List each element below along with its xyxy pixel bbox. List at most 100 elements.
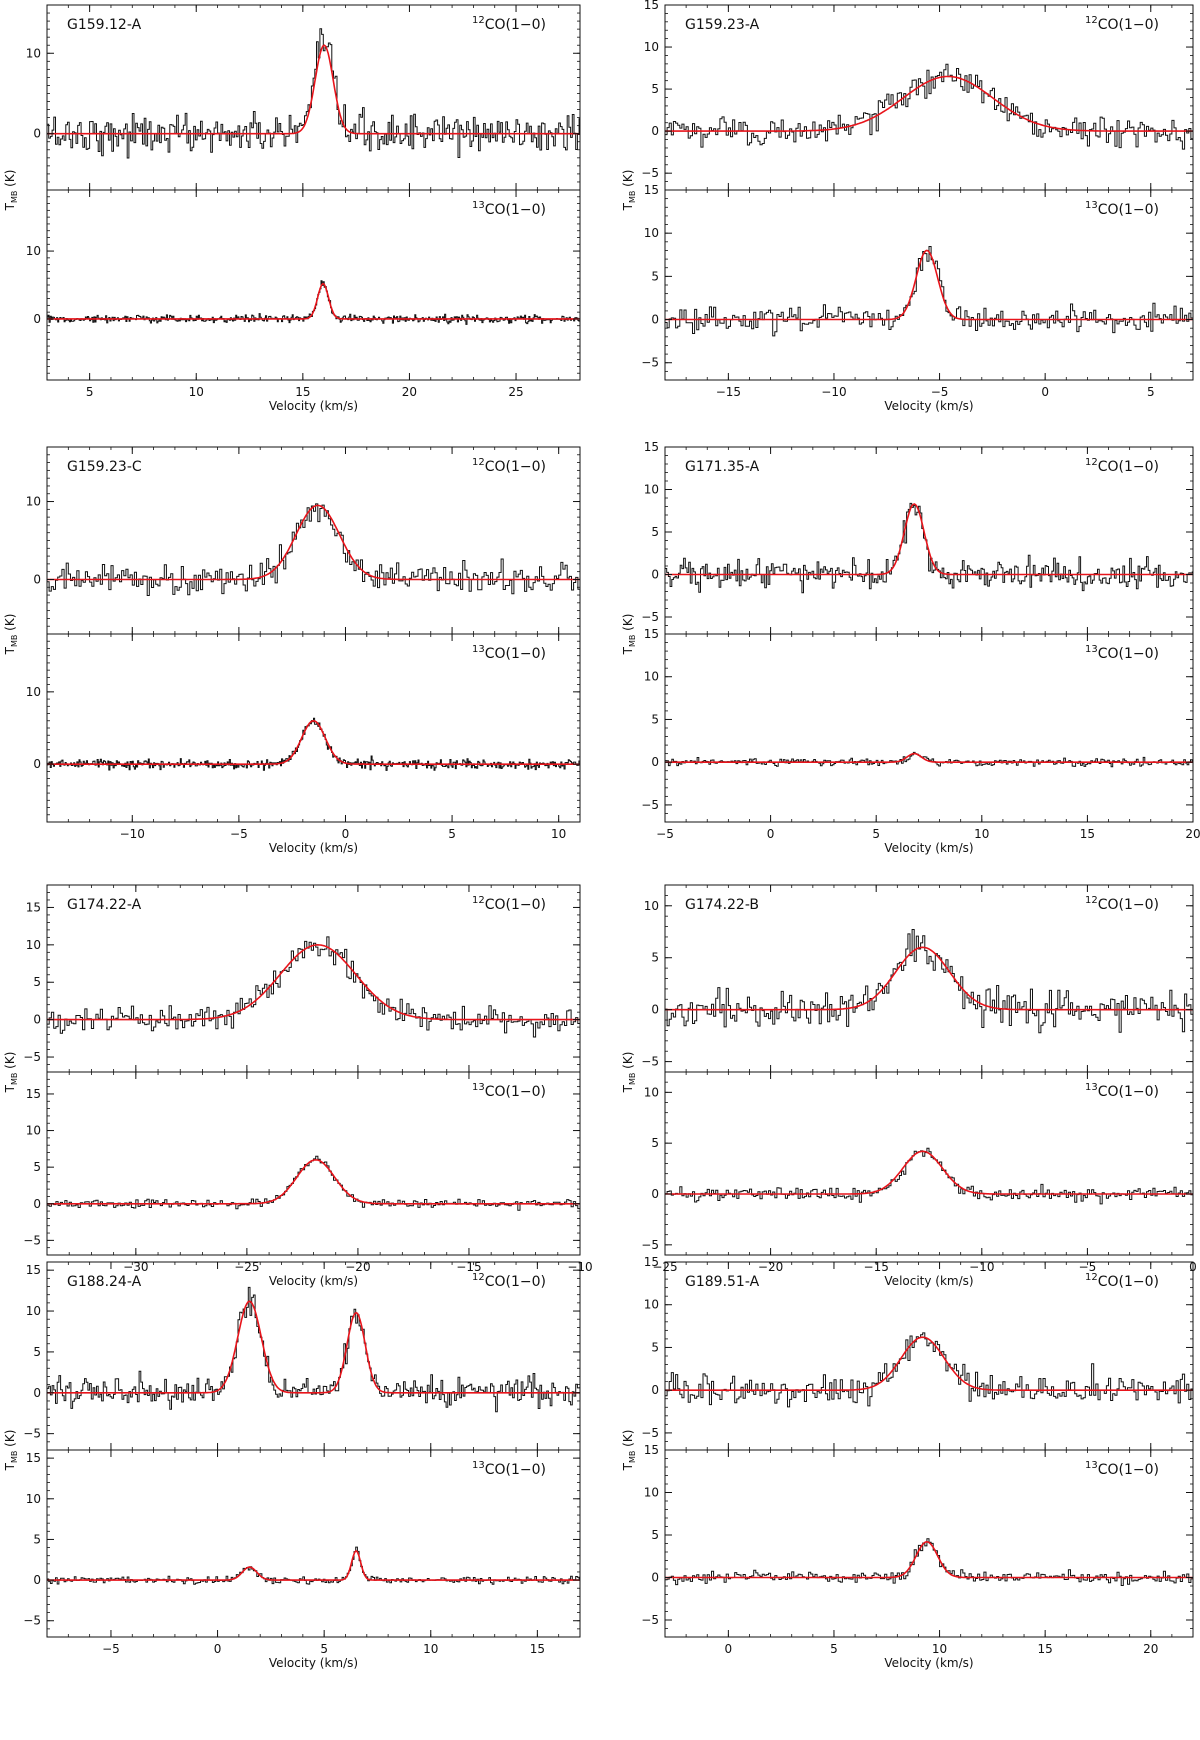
y-tick-label: −5 <box>641 798 659 812</box>
panel-frame <box>46 633 581 823</box>
12co-panel: −5 0 5 10 15 12CO(1−0) <box>23 884 581 1073</box>
observed-spectrum-line <box>665 751 1193 768</box>
line-label: 12CO(1−0) <box>472 457 546 475</box>
spectrum-chart-5: −5 0 5 10 15 12CO(1−0) −5 0 5 10 15 13CO(1−0) −30 −25… <box>3 884 593 1288</box>
x-tick-label: 5 <box>86 385 94 399</box>
x-axis-label: Velocity (km/s) <box>884 1274 973 1288</box>
x-tick-label: 5 <box>448 827 456 841</box>
observed-spectrum-line <box>47 1546 580 1585</box>
observed-spectrum-line <box>665 1147 1193 1205</box>
x-tick-label: 0 <box>214 1642 222 1656</box>
y-tick-label: −5 <box>641 610 659 624</box>
13co-panel: −5 0 5 10 15 13CO(1−0) <box>641 1443 1194 1638</box>
y-tick-label: 0 <box>33 1013 41 1027</box>
x-tick-label: 5 <box>872 827 880 841</box>
x-tick-label: −5 <box>230 827 248 841</box>
y-tick-label: −5 <box>641 166 659 180</box>
y-tick-label: 10 <box>644 1486 659 1500</box>
line-label: 13CO(1−0) <box>472 644 546 662</box>
x-tick-label: 20 <box>402 385 417 399</box>
y-tick-label: 0 <box>651 1571 659 1585</box>
y-tick-label: 10 <box>26 1304 41 1318</box>
line-label: 13CO(1−0) <box>1085 200 1159 218</box>
observed-spectrum-line <box>665 929 1193 1034</box>
x-tick-label: 0 <box>767 827 775 841</box>
panel-frame <box>46 884 581 1073</box>
13co-panel: −5 0 5 10 15 13CO(1−0) <box>641 183 1194 381</box>
x-tick-label: 5 <box>830 1642 838 1656</box>
y-tick-label: 5 <box>651 1340 659 1354</box>
x-tick-label: −30 <box>123 1260 148 1274</box>
y-tick-label: 0 <box>33 572 41 586</box>
x-tick-label: −25 <box>234 1260 259 1274</box>
x-tick-label: −10 <box>969 1260 994 1274</box>
line-label: 13CO(1−0) <box>1085 644 1159 662</box>
y-tick-label: 15 <box>644 0 659 12</box>
chart-title: G174.22-A <box>67 897 142 913</box>
13co-panel: 0 10 13CO(1−0) <box>26 633 581 823</box>
line-label: 12CO(1−0) <box>1085 457 1159 475</box>
y-tick-label: 0 <box>651 1003 659 1017</box>
gaussian-fit-line <box>47 1159 580 1205</box>
panel-frame <box>46 446 581 635</box>
x-tick-label: 10 <box>974 827 989 841</box>
gaussian-fit-line <box>665 946 1193 1011</box>
x-tick-label: 10 <box>189 385 204 399</box>
y-tick-label: 0 <box>651 1187 659 1201</box>
gaussian-fit-line <box>665 503 1193 576</box>
x-tick-label: 10 <box>423 1642 438 1656</box>
y-tick-label: 5 <box>651 1136 659 1150</box>
y-tick-label: 5 <box>33 1345 41 1359</box>
y-tick-label: −5 <box>23 1050 41 1064</box>
y-tick-label: 0 <box>33 312 41 326</box>
line-label: 13CO(1−0) <box>1085 1460 1159 1478</box>
x-axis-label: Velocity (km/s) <box>884 1656 973 1670</box>
y-axis-label: TMB (K) <box>3 614 19 656</box>
y-tick-label: 5 <box>33 1532 41 1546</box>
x-tick-label: −20 <box>758 1260 783 1274</box>
panel-frame <box>664 1261 1194 1451</box>
line-label: 12CO(1−0) <box>1085 895 1159 913</box>
x-tick-label: 15 <box>1038 1642 1053 1656</box>
y-tick-label: 0 <box>651 124 659 138</box>
y-tick-label: 0 <box>651 568 659 582</box>
x-tick-label: −20 <box>345 1260 370 1274</box>
12co-panel: −5 0 5 10 12CO(1−0) <box>641 884 1194 1073</box>
observed-spectrum-line <box>47 28 580 159</box>
y-tick-label: 10 <box>26 1124 41 1138</box>
observed-spectrum-line <box>47 1155 580 1211</box>
y-tick-label: −5 <box>641 1055 659 1069</box>
line-label: 13CO(1−0) <box>472 200 546 218</box>
y-tick-label: 0 <box>651 755 659 769</box>
y-tick-label: −5 <box>641 1426 659 1440</box>
x-tick-label: 20 <box>1143 1642 1158 1656</box>
y-axis-label: TMB (K) <box>621 614 637 656</box>
y-tick-label: 5 <box>651 712 659 726</box>
gaussian-fit-line <box>47 1549 580 1581</box>
y-tick-label: 10 <box>644 1085 659 1099</box>
y-tick-label: 10 <box>644 40 659 54</box>
y-tick-label: 10 <box>26 685 41 699</box>
chart-title: G159.23-A <box>685 17 760 33</box>
y-tick-label: −5 <box>23 1614 41 1628</box>
y-axis-label: TMB (K) <box>3 1430 19 1472</box>
x-axis-label: Velocity (km/s) <box>269 1274 358 1288</box>
x-tick-label: 0 <box>342 827 350 841</box>
y-tick-label: 5 <box>651 525 659 539</box>
y-tick-label: 10 <box>26 46 41 60</box>
panel-frame <box>664 189 1194 381</box>
y-axis-label: TMB (K) <box>3 170 19 212</box>
y-tick-label: 5 <box>651 269 659 283</box>
x-tick-label: 15 <box>530 1642 545 1656</box>
y-tick-label: 10 <box>644 1298 659 1312</box>
line-label: 13CO(1−0) <box>472 1082 546 1100</box>
gaussian-fit-line <box>47 943 580 1021</box>
x-axis-label: Velocity (km/s) <box>269 1656 358 1670</box>
observed-spectrum-line <box>665 246 1193 337</box>
x-tick-label: 5 <box>1147 385 1155 399</box>
spectrum-chart-1: 0 10 12CO(1−0) 0 10 13CO(1−0) 5 10 15 20 25 Velocit… <box>3 4 581 413</box>
y-tick-label: 15 <box>644 1443 659 1457</box>
y-tick-label: 5 <box>651 82 659 96</box>
y-tick-label: −5 <box>641 1238 659 1252</box>
